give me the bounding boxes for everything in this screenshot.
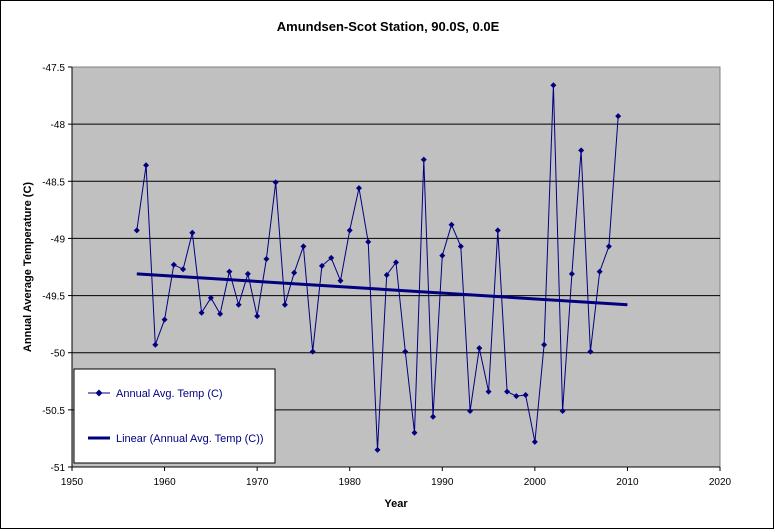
y-axis-ticks: -47.5 -48 -48.5 -49 -49.5 -50 -50.5 -51: [42, 63, 73, 474]
x-tick-label: 1950: [61, 477, 84, 488]
y-tick-label: -50: [51, 349, 66, 360]
data-point: [559, 408, 566, 414]
x-tick-label: 2000: [524, 477, 547, 488]
data-point: [235, 301, 242, 308]
data-point: [198, 309, 205, 316]
x-axis-ticks: 1950 1960 1970 1980 1990 2000 2010 2020: [61, 466, 732, 488]
data-point: [355, 185, 362, 192]
legend-series-marker: [95, 389, 103, 397]
data-point: [420, 156, 427, 163]
data-point: [596, 268, 603, 275]
data-point: [291, 269, 298, 276]
data-point: [263, 256, 270, 262]
data-point: [365, 238, 372, 245]
data-point: [411, 429, 418, 436]
data-point: [393, 259, 399, 266]
data-point: [244, 270, 251, 277]
data-point: [605, 243, 612, 250]
data-point: [217, 310, 224, 317]
y-tick-label: -48.5: [42, 177, 65, 188]
data-point: [531, 438, 538, 445]
data-point: [522, 392, 529, 398]
legend-box: [73, 368, 276, 464]
data-point: [476, 345, 483, 352]
legend-trend-label: Linear (Annual Avg. Temp (C)): [116, 433, 264, 445]
data-point: [578, 147, 585, 154]
data-point: [402, 348, 409, 355]
data-point: [457, 243, 464, 250]
y-tick-label: -50.5: [42, 406, 65, 417]
data-point: [143, 162, 150, 169]
data-series: [133, 82, 622, 453]
data-point: [374, 446, 381, 453]
data-point: [281, 301, 288, 308]
data-point: [513, 393, 520, 400]
x-tick-label: 1980: [339, 477, 362, 488]
y-tick-label: -47.5: [42, 63, 65, 74]
x-tick-label: 1960: [153, 477, 176, 488]
x-axis-title: Year: [384, 498, 408, 510]
data-point: [494, 227, 501, 234]
data-point: [430, 413, 437, 420]
data-point: [504, 388, 511, 395]
y-tick-label: -49.5: [42, 292, 65, 303]
data-point: [448, 221, 455, 228]
y-tick-label: -49: [51, 234, 66, 245]
data-point: [309, 348, 316, 355]
data-point: [207, 294, 214, 301]
y-axis-title: Annual Average Temperature (C): [22, 182, 34, 352]
data-point: [467, 408, 474, 414]
data-point: [337, 277, 344, 284]
data-point: [226, 268, 233, 275]
y-tick-label: -51: [51, 463, 66, 474]
legend-series-label: Annual Avg. Temp (C): [116, 388, 223, 400]
chart-title: Amundsen-Scot Station, 90.0S, 0.0E: [277, 19, 500, 34]
legend: Annual Avg. Temp (C) Linear (Annual Avg.…: [73, 368, 276, 464]
x-tick-label: 2020: [709, 477, 732, 488]
data-point: [318, 262, 325, 269]
data-point: [568, 270, 575, 277]
data-point: [300, 243, 307, 250]
data-point: [541, 341, 548, 348]
y-tick-label: -48: [51, 120, 66, 131]
data-point: [346, 227, 353, 234]
data-point: [587, 348, 594, 355]
data-point: [615, 113, 622, 120]
x-tick-label: 1970: [246, 477, 269, 488]
data-point: [254, 313, 261, 320]
data-point: [161, 316, 168, 323]
data-point: [485, 388, 492, 395]
data-point: [189, 229, 196, 236]
data-point: [180, 266, 187, 273]
data-point: [550, 82, 557, 89]
data-point: [152, 341, 159, 348]
data-point: [383, 272, 390, 278]
data-point: [328, 254, 335, 261]
data-point: [272, 179, 279, 186]
data-point: [170, 261, 177, 268]
x-tick-label: 2010: [616, 477, 639, 488]
data-point: [439, 252, 446, 259]
data-point: [133, 227, 140, 234]
x-tick-label: 1990: [431, 477, 454, 488]
